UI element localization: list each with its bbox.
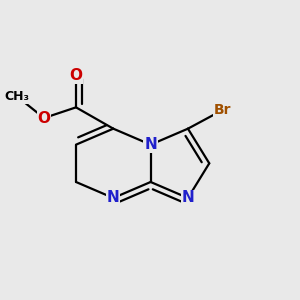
Text: CH₃: CH₃	[5, 90, 30, 103]
Text: N: N	[144, 137, 157, 152]
Text: O: O	[38, 110, 50, 125]
Text: Br: Br	[214, 103, 231, 117]
Text: N: N	[107, 190, 120, 206]
Text: O: O	[70, 68, 83, 83]
Text: N: N	[182, 190, 194, 206]
